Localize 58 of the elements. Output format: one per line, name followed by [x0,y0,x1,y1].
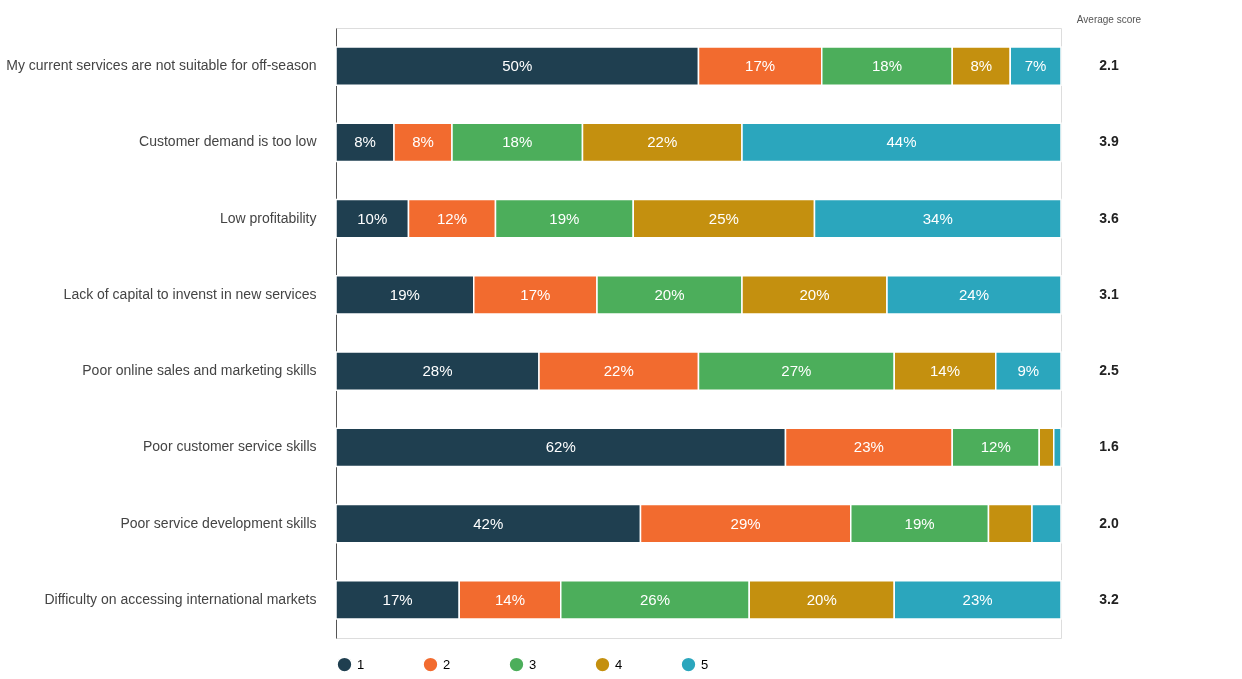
data-label: 20% [654,285,685,303]
data-label: 14% [494,590,526,608]
y-tick-label: Poor service development skills [120,514,317,531]
data-label: 22% [603,362,634,380]
data-label: 14% [929,362,961,380]
y-tick-label: Poor customer service skills [143,438,317,455]
data-label: 19% [389,285,420,303]
legend-label: 3 [529,656,537,672]
data-label: 17% [745,57,776,75]
data-label: 27% [781,362,812,380]
y-tick-label: Lack of capital to invenst in new services [63,285,317,302]
data-label: 18% [871,57,903,75]
legend-label: 4 [615,656,623,672]
data-label: 19% [904,514,935,532]
text: 2.0 [1099,514,1119,531]
text: 1.6 [1099,438,1119,455]
data-label: 7% [1024,57,1047,75]
data-label: 44% [886,133,917,151]
text: Average score [1076,14,1142,25]
data-label: 23% [853,438,884,456]
data-label: 22% [647,133,678,151]
data-label: 29% [730,514,761,532]
data-label: 25% [708,209,739,227]
data-label: 19% [549,209,580,227]
data-label: 12% [980,438,1011,456]
data-label: 34% [922,209,953,227]
data-label: 24% [958,285,990,303]
data-label: 10% [357,209,388,227]
y-tick-label: Difficulty on accessing international markets [44,590,317,607]
data-label: 20% [806,590,837,608]
y-tick-label: My current services are not suitable for off-season [6,57,317,74]
y-tick-label: Poor online sales and marketing skills [82,362,317,379]
data-label: 28% [422,362,453,380]
y-tick-label: Low profitability [220,209,317,226]
data-label: 17% [520,285,551,303]
legend-label: 1 [357,656,365,672]
data-label: 8% [354,133,376,151]
text: 3.1 [1099,285,1119,302]
data-label: 9% [1017,362,1040,380]
text: 3.6 [1099,209,1119,226]
data-label: 62% [545,438,576,456]
text: 2.1 [1099,57,1119,74]
text: 3.9 [1099,133,1119,150]
data-label: 8% [970,57,993,75]
y-tick-label: Customer demand is too low [139,133,318,150]
legend-label: 2 [443,656,451,672]
text: 2.5 [1099,362,1119,379]
data-label: 23% [962,590,993,608]
data-label: 12% [436,209,468,227]
data-label: 50% [502,57,533,75]
data-label: 42% [473,514,504,532]
data-label: 17% [382,590,413,608]
data-label: 20% [799,285,830,303]
data-label: 8% [412,133,434,151]
text: 3.2 [1099,590,1119,607]
legend-label: 5 [701,656,709,672]
data-label: 26% [639,590,671,608]
data-label: 18% [502,133,533,151]
